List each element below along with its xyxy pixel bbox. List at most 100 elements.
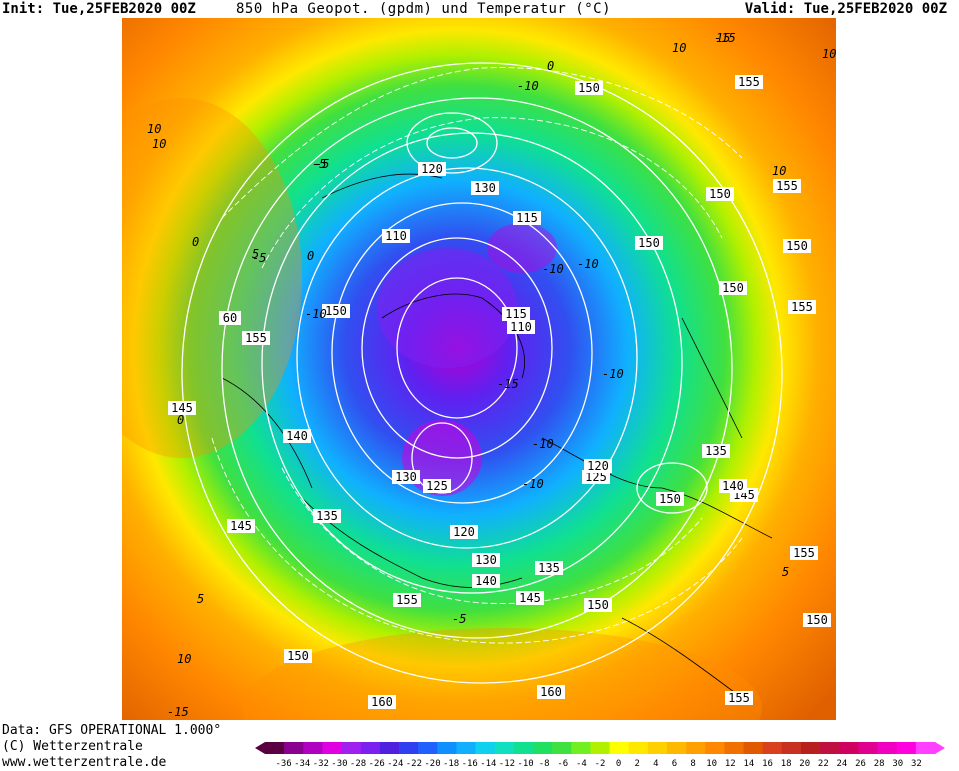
svg-text:60: 60 (223, 311, 237, 325)
temperature-labels: -15 10 0 -10 -5 -5 10 0 -10 -10 -10 -15 … (147, 31, 836, 719)
colorbar-tick-label: -20 (424, 759, 440, 769)
svg-text:150: 150 (806, 613, 828, 627)
isotherm-label: -15 (167, 705, 189, 719)
contour-label: 145 (227, 519, 255, 533)
colorbar-tick-label: -22 (406, 759, 422, 769)
isotherm-label: 15 (716, 31, 730, 45)
colorbar-tick-label: 24 (837, 759, 848, 769)
contour-label: 125 (582, 470, 610, 484)
contour-label: 155 (242, 331, 270, 345)
contour-label: 135 (313, 509, 341, 523)
colorbar-swatch (801, 742, 821, 754)
map-title: 850 hPa Geopot. (gpdm) und Temperatur (°… (236, 1, 612, 17)
contour-label: 150 (584, 598, 612, 612)
colorbar-swatch (437, 742, 457, 754)
colorbar-tick-label: 2 (635, 759, 640, 769)
init-time: Init: Tue,25FEB2020 00Z (2, 1, 196, 17)
contour-label: 150 (635, 236, 663, 250)
cold-patch-east (487, 223, 557, 273)
svg-text:160: 160 (540, 685, 562, 699)
colorbar-swatch (552, 742, 572, 754)
colorbar-tick-label: -26 (369, 759, 385, 769)
cold-core-greenland (402, 420, 482, 496)
colorbar-swatch (667, 742, 687, 754)
colorbar-tick-label: 4 (653, 759, 658, 769)
svg-text:155: 155 (396, 593, 418, 607)
colorbar-tick-label: -28 (350, 759, 366, 769)
colorbar-tick-label: -8 (539, 759, 550, 769)
isotherm-label: 10 (772, 164, 786, 178)
svg-text:145: 145 (519, 591, 541, 605)
contour-label: 160 (537, 685, 565, 699)
isotherm-label: 10 (177, 652, 191, 666)
colorbar-swatch (724, 742, 745, 754)
isotherm-label: -10 (577, 257, 599, 271)
isotherm-label: 0 (547, 59, 554, 73)
svg-text:135: 135 (538, 561, 560, 575)
svg-text:135: 135 (705, 444, 727, 458)
svg-text:110: 110 (385, 229, 407, 243)
colorbar-swatch (590, 742, 611, 754)
contour-label: 150 (284, 649, 312, 663)
warm-region-west (122, 98, 302, 458)
colorbar-tick-label: -16 (462, 759, 478, 769)
contour-label: 155 (773, 179, 801, 193)
svg-text:135: 135 (316, 509, 338, 523)
svg-text:115: 115 (516, 211, 538, 225)
colorbar-swatch (781, 742, 802, 754)
svg-text:150: 150 (638, 236, 660, 250)
contour-label: 60 (219, 311, 241, 325)
colorbar-tick-label: 30 (892, 759, 903, 769)
colorbar-tick-label: -2 (595, 759, 606, 769)
contour-label: 130 (392, 470, 420, 484)
website-link[interactable]: www.wetterzentrale.de (2, 755, 167, 770)
contour-label: 160 (368, 695, 396, 709)
colorbar-swatch (896, 742, 917, 754)
copyright: (C) Wetterzentrale (2, 739, 143, 754)
contour-label: 120 (418, 162, 446, 176)
svg-text:140: 140 (286, 429, 308, 443)
colorbar-swatch (705, 742, 725, 754)
colorbar-tick-label: 28 (874, 759, 885, 769)
contour-label: 155 (393, 593, 421, 607)
contour-label: 130 (471, 181, 499, 195)
data-source: Data: GFS OPERATIONAL 1.000° (2, 723, 222, 738)
colorbar-tick-label: 14 (743, 759, 754, 769)
svg-text:155: 155 (738, 75, 760, 89)
isotherm-label: 0 (192, 235, 199, 249)
isotherm-label: -10 (522, 477, 544, 491)
colorbar-tick-label: 20 (799, 759, 810, 769)
contour-label: 150 (783, 239, 811, 253)
colorbar-tick-label: 16 (762, 759, 773, 769)
cold-core-north (377, 248, 517, 368)
colorbar-swatch (609, 742, 630, 754)
colorbar-swatch (494, 742, 515, 754)
svg-text:155: 155 (776, 179, 798, 193)
contour-label: 120 (584, 459, 612, 473)
colorbar-swatch (686, 742, 706, 754)
colorbar-tick-label: -4 (576, 759, 587, 769)
svg-text:155: 155 (793, 546, 815, 560)
colorbar-tick-label: 18 (781, 759, 792, 769)
colorbar-swatch (762, 742, 783, 754)
colorbar-swatch (820, 742, 840, 754)
contour-label: 150 (803, 613, 831, 627)
isotherm-label: 5 (197, 592, 204, 606)
contour-label: 155 (788, 300, 816, 314)
svg-text:155: 155 (245, 331, 267, 345)
colorbar-swatch (571, 742, 591, 754)
contour-label: 145 (168, 401, 196, 415)
colorbar-arrow-right (935, 742, 945, 754)
svg-text:145: 145 (171, 401, 193, 415)
colorbar-swatch (360, 742, 381, 754)
contour-label: 150 (719, 281, 747, 295)
contour-label: 140 (472, 574, 500, 588)
colorbar-swatch (418, 742, 438, 754)
svg-text:150: 150 (659, 492, 681, 506)
contour-label: 155 (725, 691, 753, 705)
contour-label: 120 (450, 525, 478, 539)
colorbar-swatch (265, 742, 285, 754)
svg-text:120: 120 (421, 162, 443, 176)
svg-text:150: 150 (587, 598, 609, 612)
colorbar-swatch (533, 742, 553, 754)
